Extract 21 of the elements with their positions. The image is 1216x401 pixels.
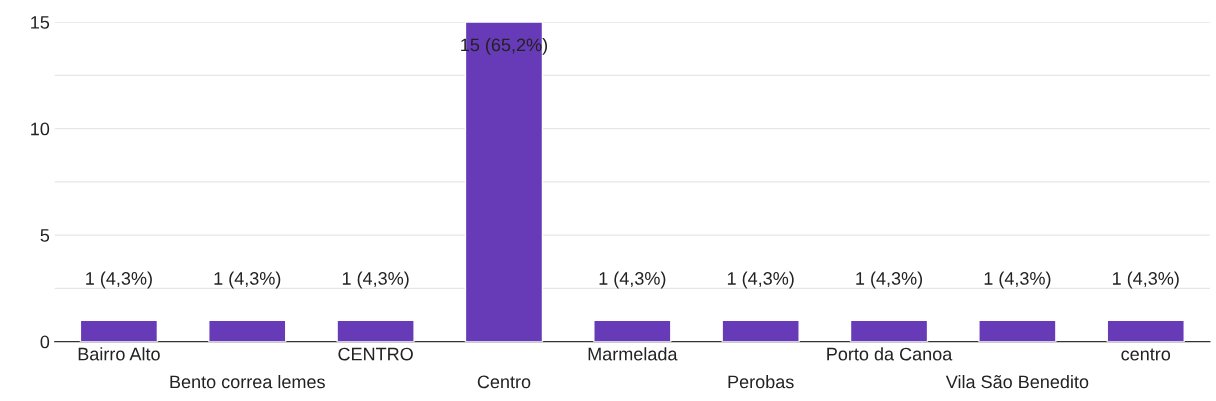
x-tick-label: Bento correa lemes [170,374,325,389]
x-tick-label: Bairro Alto [78,347,160,361]
y-tick-label: 10 [31,122,50,136]
data-label: 1 (4,3%) [1113,271,1179,289]
x-tick-label: Marmelada [588,347,678,361]
x-tick-label: CENTRO [338,347,413,361]
x-tick-label: Porto da Canoa [827,347,953,361]
data-label: 1 (4,3%) [984,271,1051,289]
data-label: 1 (4,3%) [727,271,794,289]
data-label: 1 (4,3%) [342,271,409,289]
y-tick-label: 5 [40,229,50,242]
y-tick-label: 0 [40,335,50,349]
x-tick-label: Centro [477,375,531,389]
data-label: 1 (4,3%) [214,271,281,289]
x-tick-label: Perobas [728,374,794,389]
x-tick-label: Vila São Benedito [945,374,1089,389]
data-label: 1 (4,3%) [856,271,923,289]
y-tick-label: 15 [31,16,50,29]
data-label: 1 (4,3%) [599,271,666,289]
data-label: 1 (4,3%) [86,271,152,289]
x-tick-label: centro [1121,348,1171,361]
